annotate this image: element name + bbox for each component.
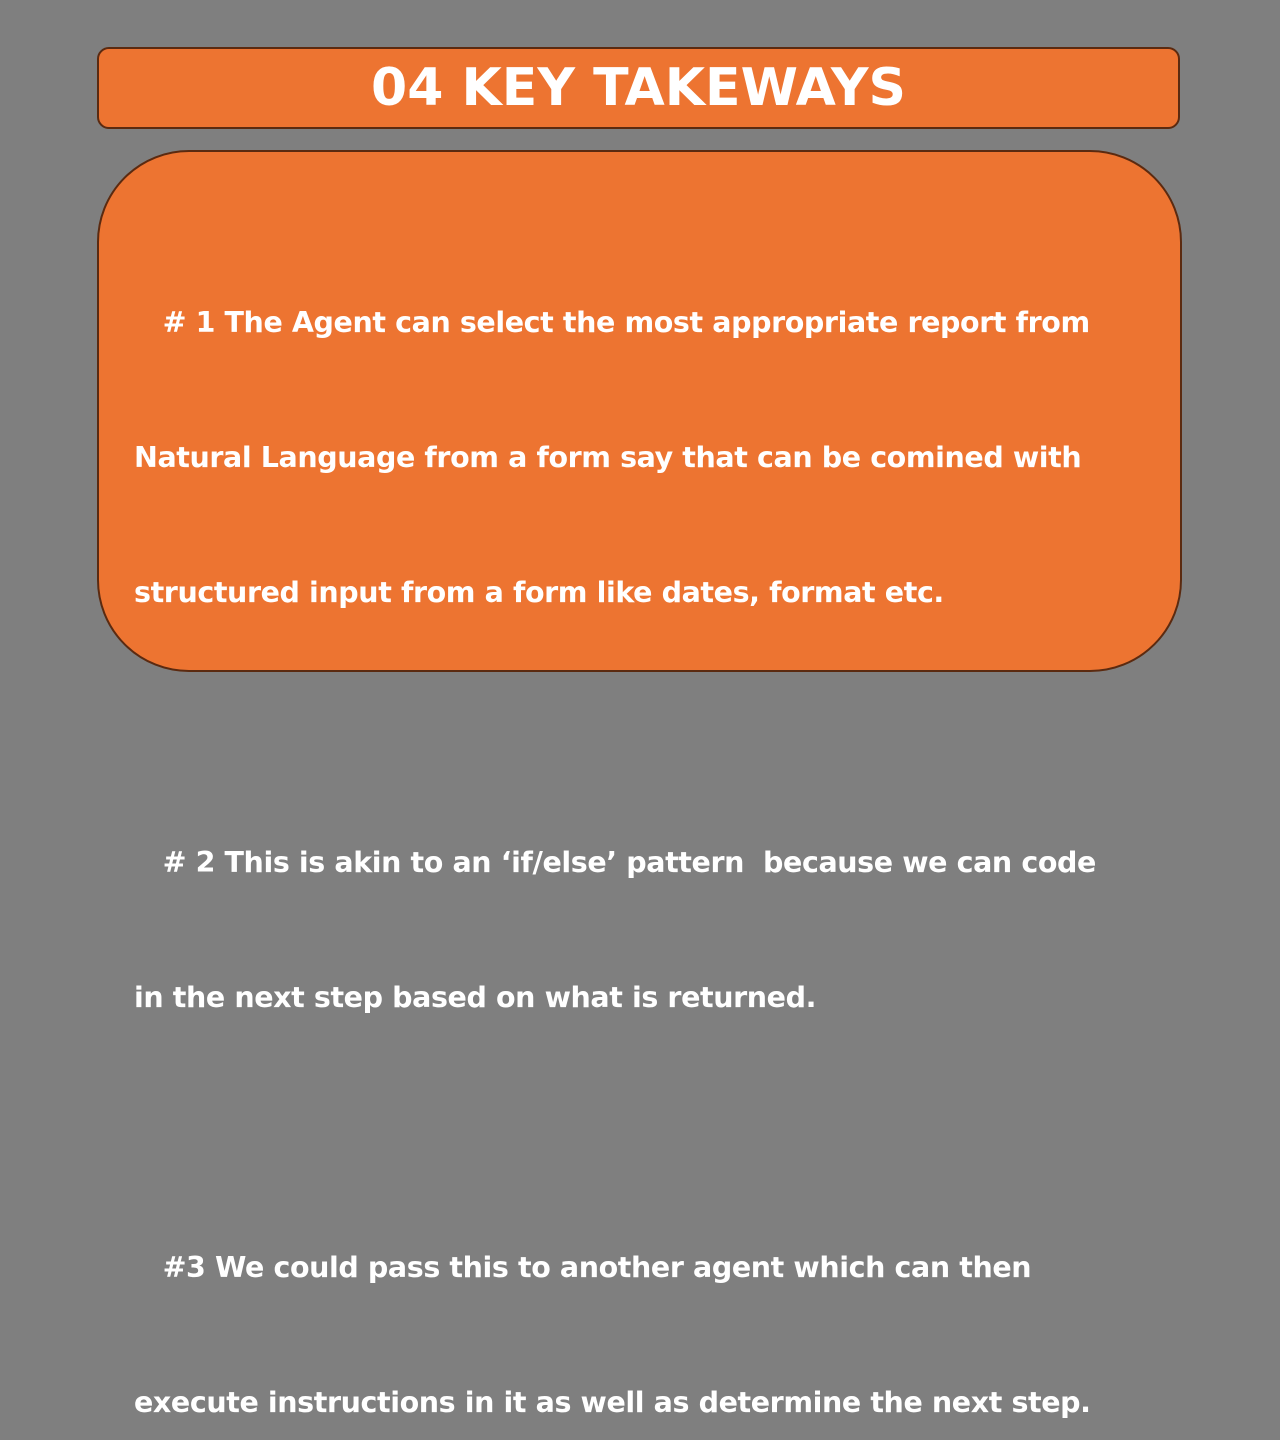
slide-title: 04 KEY TAKEWAYS: [371, 58, 906, 118]
takeaway-3-line-2: execute instructions in it as well as de…: [134, 1386, 1091, 1419]
takeaway-3: #3 We could pass this to another agent w…: [134, 1155, 1164, 1440]
takeaway-1-line-3: structured input from a form like dates,…: [134, 576, 944, 609]
takeaway-2-line-2: in the next step based on what is return…: [134, 981, 817, 1014]
takeaways-panel: [97, 150, 1182, 672]
takeaway-3-line-1: #3 We could pass this to another agent w…: [134, 1251, 1032, 1284]
takeaway-2-line-1: # 2 This is akin to an ‘if/else’ pattern…: [134, 846, 1097, 879]
title-banner: 04 KEY TAKEWAYS: [97, 47, 1180, 129]
takeaway-2: # 2 This is akin to an ‘if/else’ pattern…: [134, 750, 1164, 1110]
takeaway-1: # 1 The Agent can select the most approp…: [134, 210, 1164, 705]
takeaway-1-line-1: # 1 The Agent can select the most approp…: [134, 306, 1091, 339]
takeaways-list: # 1 The Agent can select the most approp…: [134, 210, 1164, 1440]
takeaway-1-line-2: Natural Language from a form say that ca…: [134, 441, 1082, 474]
